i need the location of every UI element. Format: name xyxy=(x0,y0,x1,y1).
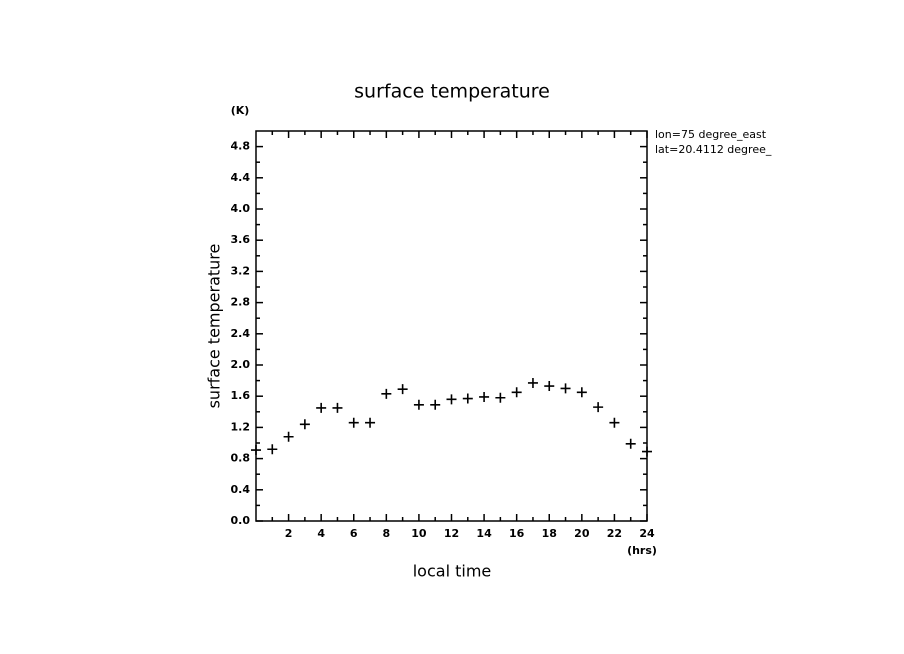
point xyxy=(446,394,457,405)
point xyxy=(413,399,424,410)
y-tick-label: 4.0 xyxy=(231,202,251,215)
point xyxy=(479,391,490,402)
point xyxy=(348,417,359,428)
x-tick-label: 20 xyxy=(574,527,590,540)
y-tick-label: 0.0 xyxy=(231,514,251,527)
point xyxy=(544,381,555,392)
point xyxy=(609,417,620,428)
point xyxy=(462,393,473,404)
point xyxy=(316,402,327,413)
y-tick-label: 2.8 xyxy=(231,296,251,309)
point xyxy=(283,431,294,442)
x-tick-label: 4 xyxy=(317,527,325,540)
y-tick-label: 2.0 xyxy=(231,358,251,371)
point xyxy=(267,444,278,455)
x-tick-label: 24 xyxy=(639,527,655,540)
x-tick-label: 12 xyxy=(444,527,459,540)
x-tick-label: 10 xyxy=(411,527,427,540)
point xyxy=(625,438,636,449)
y-tick-label: 3.6 xyxy=(231,233,251,246)
x-tick-label: 8 xyxy=(383,527,391,540)
y-tick-label: 3.2 xyxy=(231,264,251,277)
y-tick-label: 1.6 xyxy=(231,389,251,402)
x-unit: (hrs) xyxy=(627,544,657,557)
point xyxy=(430,399,441,410)
point xyxy=(299,419,310,430)
y-tick-label: 4.4 xyxy=(231,171,251,184)
annotation: lon=75 degree_east xyxy=(655,128,767,141)
point xyxy=(332,402,343,413)
point xyxy=(593,402,604,413)
point xyxy=(511,387,522,398)
point xyxy=(495,392,506,403)
point xyxy=(560,383,571,394)
point xyxy=(381,388,392,399)
x-tick-label: 14 xyxy=(476,527,492,540)
y-tick-label: 2.4 xyxy=(231,327,251,340)
x-tick-label: 6 xyxy=(350,527,358,540)
annotation: lat=20.4112 degree_ xyxy=(655,143,772,156)
y-axis-label: surface temperature xyxy=(205,244,224,409)
y-tick-label: 0.8 xyxy=(231,452,251,465)
point xyxy=(397,384,408,395)
x-tick-label: 2 xyxy=(285,527,293,540)
y-unit: (K) xyxy=(231,104,250,117)
y-tick-label: 4.8 xyxy=(231,140,251,153)
y-tick-label: 1.2 xyxy=(231,420,251,433)
y-tick-label: 0.4 xyxy=(231,483,251,496)
point xyxy=(365,417,376,428)
x-tick-label: 16 xyxy=(509,527,525,540)
point xyxy=(576,387,587,398)
chart-title: surface temperature xyxy=(354,81,550,103)
x-axis-label: local time xyxy=(413,562,492,581)
point xyxy=(642,446,652,457)
x-tick-label: 22 xyxy=(607,527,622,540)
point xyxy=(251,445,261,456)
x-tick-label: 18 xyxy=(542,527,557,540)
point xyxy=(527,377,538,388)
